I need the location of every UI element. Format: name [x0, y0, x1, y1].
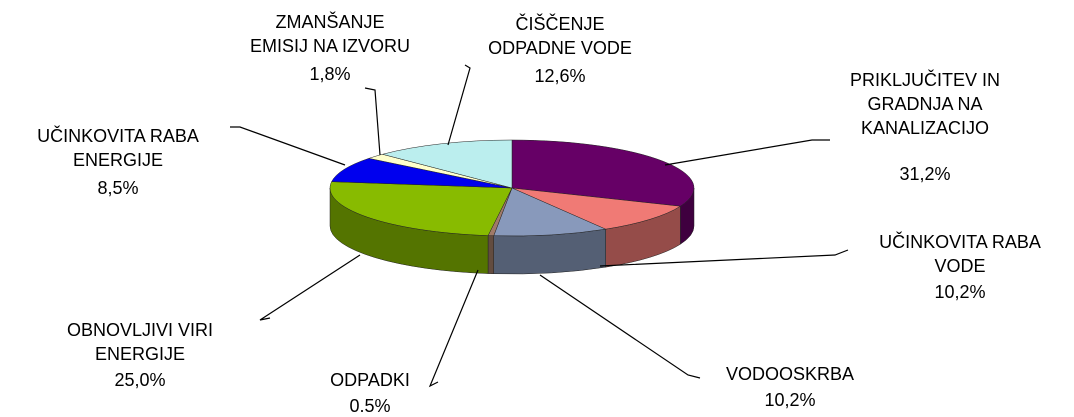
value-label: 25,0%	[114, 370, 166, 390]
leader-line	[447, 64, 471, 146]
slice-label: ČIŠČENJE ODPADNE VODE	[488, 14, 632, 58]
slice-label: VODOOSKRBA	[725, 364, 855, 384]
leader-line	[664, 139, 830, 166]
slice-side	[487, 235, 494, 275]
leader-line	[539, 274, 701, 379]
slice	[329, 181, 513, 236]
leader-line	[230, 126, 346, 166]
leader-line	[428, 269, 479, 388]
slice-label: UČINKOVITA RABA VODE	[879, 232, 1041, 276]
value-label: 10,2%	[934, 282, 986, 302]
value-label: 31,2%	[899, 164, 951, 184]
value-label: 10,2%	[764, 390, 816, 410]
slice-label: PRIKLJUČITEV IN GRADNJA NA KANALIZACIJO	[849, 70, 1001, 138]
value-label: 1,8%	[309, 64, 351, 84]
slice-label: OBNOVLJIVI VIRI ENERGIJE	[66, 320, 214, 364]
slice	[511, 139, 695, 207]
slice-label: UČINKOVITA RABA ENERGIJE	[37, 126, 199, 170]
slice	[331, 158, 513, 189]
leader-line	[599, 249, 849, 267]
slice	[381, 139, 513, 189]
slice-label: ZMANŠANJE EMISIJ NA IZVORU	[249, 12, 411, 56]
slice	[511, 187, 682, 230]
value-label: 0.5%	[349, 396, 391, 416]
leader-line	[364, 87, 381, 156]
value-label: 8,5%	[97, 178, 139, 198]
value-label: 12,6%	[534, 66, 586, 86]
leader-line	[259, 254, 361, 321]
slice	[493, 187, 607, 237]
slice-label: ODPADKI	[330, 370, 410, 390]
